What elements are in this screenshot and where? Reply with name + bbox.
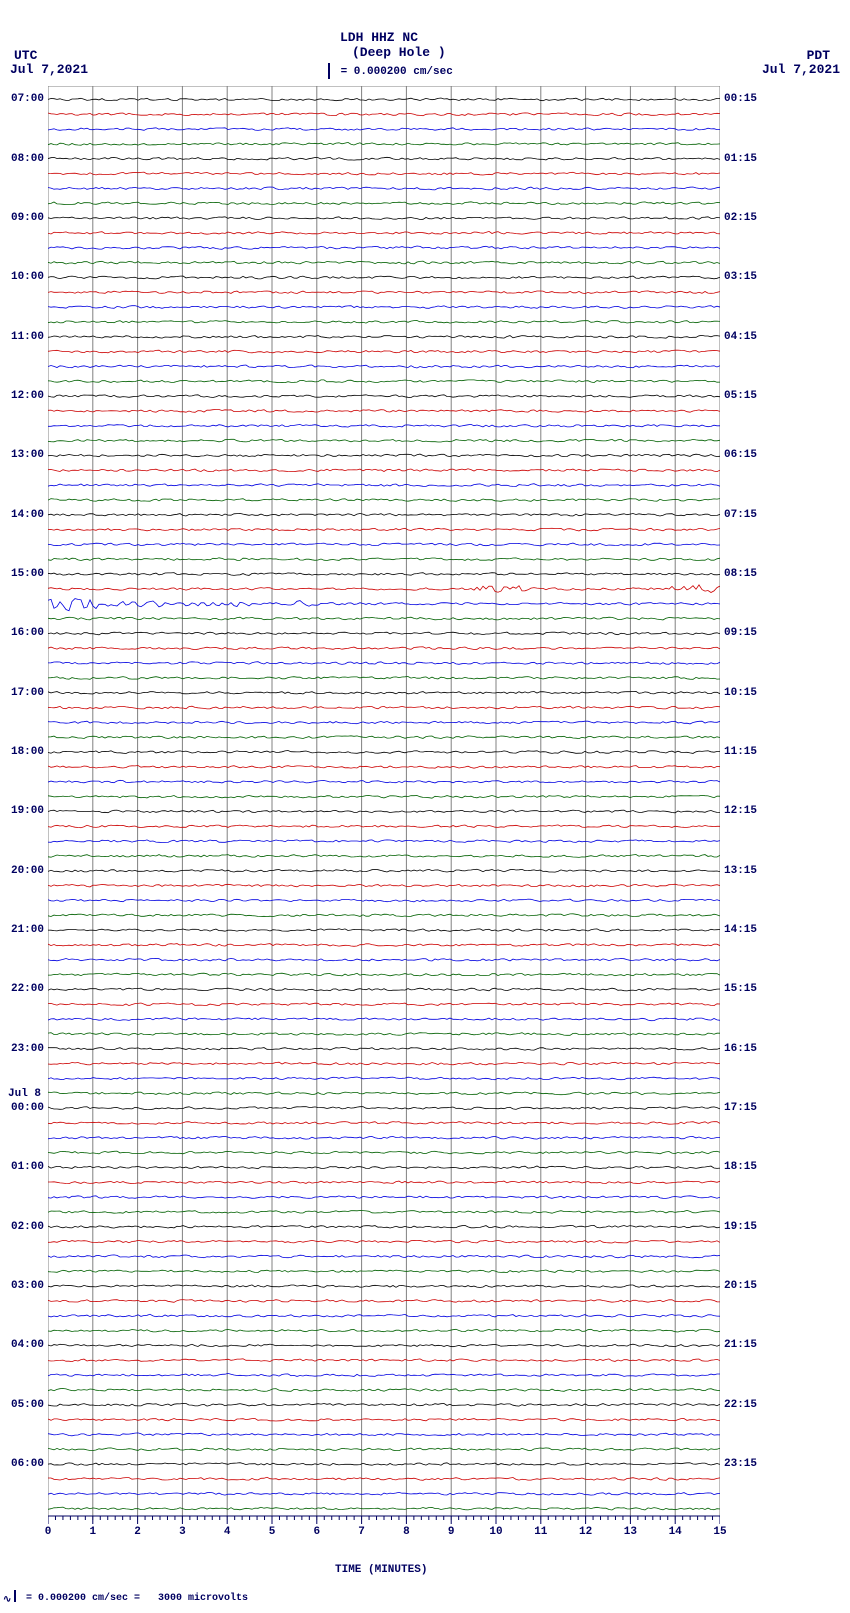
seismogram-svg <box>48 86 720 1546</box>
x-tick-number: 0 <box>45 1526 52 1538</box>
left-time-label: 01:00 <box>8 1161 44 1173</box>
right-time-label: 00:15 <box>724 93 757 105</box>
scale-bar-icon <box>328 63 330 79</box>
left-date2: Jul 8 <box>8 1088 41 1100</box>
left-time-label: 02:00 <box>8 1221 44 1233</box>
left-time-label: 12:00 <box>8 390 44 402</box>
x-tick-number: 15 <box>713 1526 726 1538</box>
right-time-label: 05:15 <box>724 390 757 402</box>
right-time-label: 20:15 <box>724 1280 757 1292</box>
left-time-label: 23:00 <box>8 1043 44 1055</box>
right-time-label: 17:15 <box>724 1102 757 1114</box>
left-time-label: 04:00 <box>8 1339 44 1351</box>
x-tick-number: 8 <box>403 1526 410 1538</box>
right-time-label: 12:15 <box>724 805 757 817</box>
right-tz: PDT <box>807 48 830 63</box>
station-name: (Deep Hole ) <box>352 45 446 60</box>
right-time-label: 10:15 <box>724 687 757 699</box>
x-tick-number: 7 <box>358 1526 365 1538</box>
left-time-label: 15:00 <box>8 568 44 580</box>
left-tz: UTC <box>14 48 37 63</box>
left-time-label: 10:00 <box>8 271 44 283</box>
left-time-label: 00:00 <box>8 1102 44 1114</box>
right-time-label: 13:15 <box>724 865 757 877</box>
left-time-label: 18:00 <box>8 746 44 758</box>
right-time-label: 08:15 <box>724 568 757 580</box>
x-tick-number: 5 <box>269 1526 276 1538</box>
x-tick-number: 6 <box>313 1526 320 1538</box>
left-time-label: 21:00 <box>8 924 44 936</box>
x-tick-number: 13 <box>624 1526 637 1538</box>
x-tick-number: 1 <box>89 1526 96 1538</box>
seismogram-page: LDH HHZ NC (Deep Hole ) = 0.000200 cm/se… <box>0 0 850 1613</box>
left-time-label: 09:00 <box>8 212 44 224</box>
left-time-label: 07:00 <box>8 93 44 105</box>
right-time-label: 06:15 <box>724 449 757 461</box>
footer-text: = 0.000200 cm/sec = 3000 microvolts <box>20 1593 248 1604</box>
right-time-label: 04:15 <box>724 331 757 343</box>
footer-tilde: ∿ <box>3 1594 11 1606</box>
left-time-label: 19:00 <box>8 805 44 817</box>
footer-scale-bar-icon <box>14 1590 16 1602</box>
left-time-label: 14:00 <box>8 509 44 521</box>
x-tick-number: 4 <box>224 1526 231 1538</box>
left-time-label: 20:00 <box>8 865 44 877</box>
left-time-label: 13:00 <box>8 449 44 461</box>
right-date: Jul 7,2021 <box>762 62 840 77</box>
right-time-label: 07:15 <box>724 509 757 521</box>
right-time-label: 22:15 <box>724 1399 757 1411</box>
x-tick-number: 12 <box>579 1526 592 1538</box>
right-time-label: 11:15 <box>724 746 757 758</box>
right-time-label: 23:15 <box>724 1458 757 1470</box>
left-date: Jul 7,2021 <box>10 62 88 77</box>
right-time-label: 09:15 <box>724 627 757 639</box>
left-time-label: 03:00 <box>8 1280 44 1292</box>
right-time-label: 21:15 <box>724 1339 757 1351</box>
seismogram-plot <box>48 86 720 1546</box>
right-time-label: 03:15 <box>724 271 757 283</box>
left-time-label: 11:00 <box>8 331 44 343</box>
left-time-label: 08:00 <box>8 153 44 165</box>
right-time-label: 15:15 <box>724 983 757 995</box>
x-tick-number: 9 <box>448 1526 455 1538</box>
left-time-label: 17:00 <box>8 687 44 699</box>
right-time-label: 01:15 <box>724 153 757 165</box>
x-tick-number: 10 <box>489 1526 502 1538</box>
right-time-label: 02:15 <box>724 212 757 224</box>
left-time-label: 22:00 <box>8 983 44 995</box>
scale-text: = 0.000200 cm/sec <box>334 66 453 78</box>
x-axis-label: TIME (MINUTES) <box>335 1564 427 1576</box>
left-time-label: 16:00 <box>8 627 44 639</box>
right-time-label: 16:15 <box>724 1043 757 1055</box>
right-time-label: 14:15 <box>724 924 757 936</box>
right-time-label: 19:15 <box>724 1221 757 1233</box>
x-tick-number: 14 <box>669 1526 682 1538</box>
left-time-label: 06:00 <box>8 1458 44 1470</box>
x-tick-number: 11 <box>534 1526 547 1538</box>
left-time-label: 05:00 <box>8 1399 44 1411</box>
station-code: LDH HHZ NC <box>340 30 418 45</box>
x-tick-number: 2 <box>134 1526 141 1538</box>
x-tick-number: 3 <box>179 1526 186 1538</box>
right-time-label: 18:15 <box>724 1161 757 1173</box>
